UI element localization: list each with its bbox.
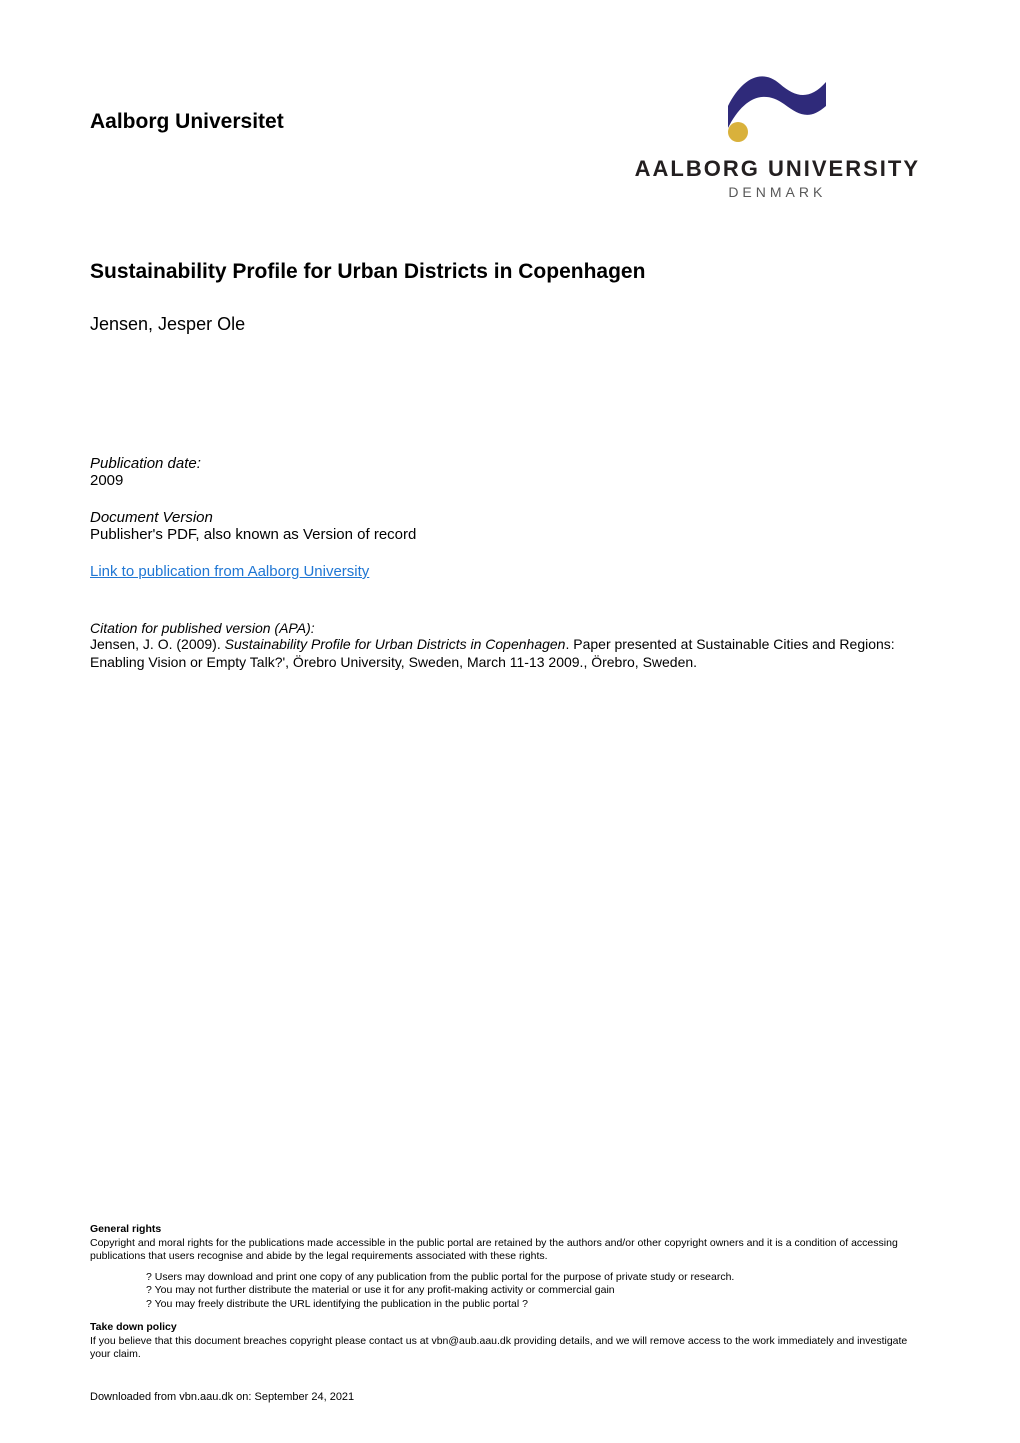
pubdate-label: Publication date: xyxy=(90,455,930,472)
takedown-body: If you believe that this document breach… xyxy=(90,1335,930,1361)
rights-heading: General rights xyxy=(90,1223,930,1236)
pubdate-value: 2009 xyxy=(90,472,930,489)
rights-body: Copyright and moral rights for the publi… xyxy=(90,1237,930,1263)
rights-item: ? Users may download and print one copy … xyxy=(146,1271,930,1284)
rights-list: ? Users may download and print one copy … xyxy=(146,1271,930,1310)
author-name: Jensen, Jesper Ole xyxy=(90,314,930,335)
citation-prefix: Jensen, J. O. (2009). xyxy=(90,636,225,652)
docversion-label: Document Version xyxy=(90,509,930,526)
affiliation-text: Aalborg Universitet xyxy=(90,110,284,134)
citation-label: Citation for published version (APA): xyxy=(90,620,930,636)
rights-block: General rights Copyright and moral right… xyxy=(90,1223,930,1391)
footer-text: Downloaded from vbn.aau.dk on: September… xyxy=(90,1391,930,1403)
wave-logo-icon xyxy=(722,70,832,148)
header-row: Aalborg Universitet AALBORG UNIVERSITY D… xyxy=(90,70,930,200)
logo-main-text: AALBORG UNIVERSITY xyxy=(635,156,920,182)
page: Aalborg Universitet AALBORG UNIVERSITY D… xyxy=(0,0,1020,1443)
takedown-heading: Take down policy xyxy=(90,1321,930,1334)
publication-title: Sustainability Profile for Urban Distric… xyxy=(90,260,930,284)
docversion-value: Publisher's PDF, also known as Version o… xyxy=(90,526,930,543)
publication-link[interactable]: Link to publication from Aalborg Univers… xyxy=(90,563,930,580)
university-logo: AALBORG UNIVERSITY DENMARK xyxy=(635,70,920,200)
logo-sub-text: DENMARK xyxy=(728,184,826,200)
rights-item: ? You may not further distribute the mat… xyxy=(146,1284,930,1297)
rights-item: ? You may freely distribute the URL iden… xyxy=(146,1298,930,1311)
spacer xyxy=(90,681,930,1223)
citation-text: Jensen, J. O. (2009). Sustainability Pro… xyxy=(90,636,930,671)
citation-italic: Sustainability Profile for Urban Distric… xyxy=(225,636,566,652)
